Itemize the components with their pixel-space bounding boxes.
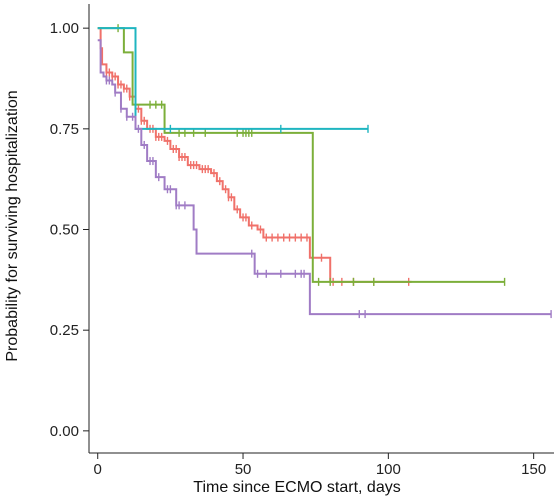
survival-curve-line xyxy=(97,39,552,316)
series-group xyxy=(97,27,412,286)
y-tick-label: 0.75 xyxy=(50,121,79,138)
axes xyxy=(88,4,554,454)
survival-curve-line xyxy=(97,27,412,283)
x-tick-label: 100 xyxy=(376,461,401,478)
y-tick-label: 0.00 xyxy=(50,423,79,440)
series-group xyxy=(97,24,506,286)
x-tick-label: 150 xyxy=(521,461,546,478)
x-tick-label: 50 xyxy=(235,461,252,478)
x-axis-title: Time since ECMO start, days xyxy=(193,479,400,496)
survival-curve-line xyxy=(97,27,368,130)
ticks: 0 50 100 150 0.00 0.25 0.50 0.75 1.00 xyxy=(50,20,546,478)
plot-area xyxy=(97,24,552,319)
y-tick-label: 0.50 xyxy=(50,222,79,239)
x-tick-label: 0 xyxy=(94,461,102,478)
y-tick-label: 0.25 xyxy=(50,322,79,339)
survival-curve-line xyxy=(97,27,505,283)
y-axis-title: Probability for surviving hospitalizatio… xyxy=(4,90,21,361)
series-group xyxy=(97,27,369,133)
series-group xyxy=(97,39,552,319)
y-tick-label: 1.00 xyxy=(50,20,79,37)
